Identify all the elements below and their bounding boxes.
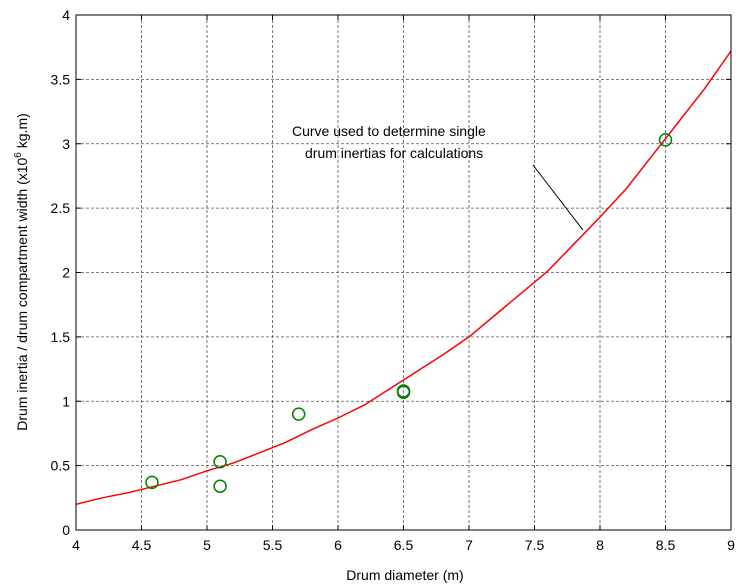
x-tick-label-8: 8 — [596, 537, 604, 553]
y-axis-label-main: Drum inertia / drum compartment width (x… — [14, 157, 30, 430]
annotation: Curve used to determine single drum iner… — [292, 123, 584, 231]
data-point-6 — [658, 133, 673, 147]
y-tick-label-1: 0.5 — [51, 458, 71, 474]
data-point-1 — [213, 455, 227, 469]
x-tick-label-5: 6.5 — [394, 537, 414, 553]
data-points-layer — [145, 133, 673, 493]
y-tick-label-5: 2.5 — [51, 200, 71, 216]
y-tick-label-7: 3.5 — [51, 71, 71, 87]
y-ticks: 0 0.5 1 1.5 2 2.5 3 3.5 4 — [51, 7, 731, 538]
fitted-curve-layer — [75, 50, 732, 506]
fitted-curve — [75, 50, 732, 506]
x-axis-label: Drum diameter (m) — [346, 567, 463, 583]
annotation-pointer — [532, 164, 584, 231]
x-tick-label-3: 5.5 — [263, 537, 283, 553]
x-tick-label-10: 9 — [727, 537, 735, 553]
x-tick-label-7: 7.5 — [525, 537, 545, 553]
data-point-2 — [213, 479, 227, 493]
y-tick-label-6: 3 — [62, 136, 70, 152]
x-tick-label-1: 4.5 — [132, 537, 152, 553]
data-point-5 — [396, 385, 411, 399]
annotation-line-2: drum inertias for calculations — [305, 145, 483, 161]
data-point-3 — [291, 407, 306, 421]
y-axis-label-tail: kg.m) — [14, 113, 30, 152]
x-ticks: 4 4.5 5 5.5 6 6.5 7 7.5 8 8.5 9 — [72, 15, 735, 553]
x-tick-label-2: 5 — [203, 537, 211, 553]
y-tick-label-4: 2 — [62, 265, 70, 281]
x-tick-label-9: 8.5 — [656, 537, 676, 553]
x-tick-label-4: 6 — [334, 537, 342, 553]
y-tick-label-2: 1 — [62, 393, 70, 409]
annotation-line-1: Curve used to determine single — [292, 123, 486, 139]
x-tick-label-6: 7 — [465, 537, 473, 553]
data-point-0 — [145, 475, 159, 490]
x-tick-label-0: 4 — [72, 537, 80, 553]
y-tick-label-8: 4 — [62, 7, 70, 23]
y-tick-label-0: 0 — [62, 522, 70, 538]
grid — [76, 15, 731, 530]
y-tick-label-3: 1.5 — [51, 329, 71, 345]
y-axis-label-sup: 6 — [13, 152, 24, 158]
y-axis-label: Drum inertia / drum compartment width (x… — [13, 113, 30, 431]
